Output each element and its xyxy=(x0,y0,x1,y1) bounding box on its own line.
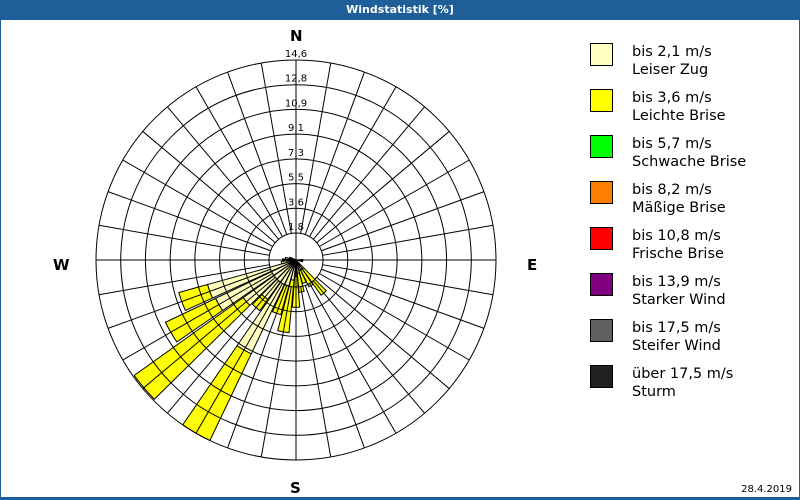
radial-tick-label: 3,6 xyxy=(288,197,304,208)
legend-range: bis 13,9 m/s xyxy=(632,274,721,290)
legend-range: bis 5,7 m/s xyxy=(632,136,712,152)
legend-swatch xyxy=(590,181,613,204)
legend-range: bis 17,5 m/s xyxy=(632,320,721,336)
legend-label: Leichte Brise xyxy=(632,108,726,124)
legend-item: bis 3,6 m/s Leichte Brise xyxy=(590,86,790,132)
legend-label: Steifer Wind xyxy=(632,338,721,354)
legend-item: bis 10,8 m/s Frische Brise xyxy=(590,224,790,270)
radial-tick-label: 9,1 xyxy=(288,123,304,134)
legend-label: Starker Wind xyxy=(632,292,726,308)
legend-label: Leiser Zug xyxy=(632,62,709,78)
legend-item: bis 8,2 m/s Mäßige Brise xyxy=(590,178,790,224)
legend-range: bis 2,1 m/s xyxy=(632,44,712,60)
radial-tick-label: 14,6 xyxy=(285,49,307,60)
legend-label: Schwache Brise xyxy=(632,154,747,170)
wind-sector-bar xyxy=(164,297,224,343)
radial-tick-label: 10,9 xyxy=(285,98,307,109)
legend-swatch xyxy=(590,273,613,296)
legend-range: bis 8,2 m/s xyxy=(632,182,712,198)
radial-tick-label: 5,5 xyxy=(288,173,304,184)
legend-label: Frische Brise xyxy=(632,246,724,262)
compass-west-label: W xyxy=(53,256,70,274)
compass-south-label: S xyxy=(290,479,301,497)
legend-label: Sturm xyxy=(632,384,676,400)
legend-swatch xyxy=(590,227,613,250)
legend-item: bis 13,9 m/s Starker Wind xyxy=(590,270,790,316)
legend-item: bis 5,7 m/s Schwache Brise xyxy=(590,132,790,178)
window-title: Windstatistik [%] xyxy=(0,0,800,20)
legend-swatch xyxy=(590,135,613,158)
legend-item: bis 2,1 m/s Leiser Zug xyxy=(590,40,790,86)
legend-label: Mäßige Brise xyxy=(632,200,726,216)
compass-east-label: E xyxy=(527,256,538,274)
wind-sector-bar xyxy=(280,259,297,265)
legend: bis 2,1 m/s Leiser Zug bis 3,6 m/s Leichte… xyxy=(590,40,790,408)
wind-sector-bar xyxy=(299,268,314,288)
radial-tick-label: 7,3 xyxy=(288,148,304,159)
wind-sector-bar xyxy=(178,283,214,312)
legend-swatch xyxy=(590,89,613,112)
legend-swatch xyxy=(590,365,613,388)
compass-north-label: N xyxy=(290,27,303,45)
wind-sector-bar xyxy=(296,272,305,293)
legend-item: bis 17,5 m/s Steifer Wind xyxy=(590,316,790,362)
radial-tick-label: 12,8 xyxy=(285,74,307,85)
bottom-border xyxy=(0,497,800,500)
legend-range: bis 10,8 m/s xyxy=(632,228,721,244)
legend-range: bis 3,6 m/s xyxy=(632,90,712,106)
legend-swatch xyxy=(590,43,613,66)
legend-item: über 17,5 m/s Sturm xyxy=(590,362,790,408)
legend-range: über 17,5 m/s xyxy=(632,366,734,382)
date-label: 28.4.2019 xyxy=(741,484,792,495)
radial-tick-label: 1,8 xyxy=(288,222,304,233)
legend-swatch xyxy=(590,319,613,342)
wind-sector-bar xyxy=(288,256,297,261)
